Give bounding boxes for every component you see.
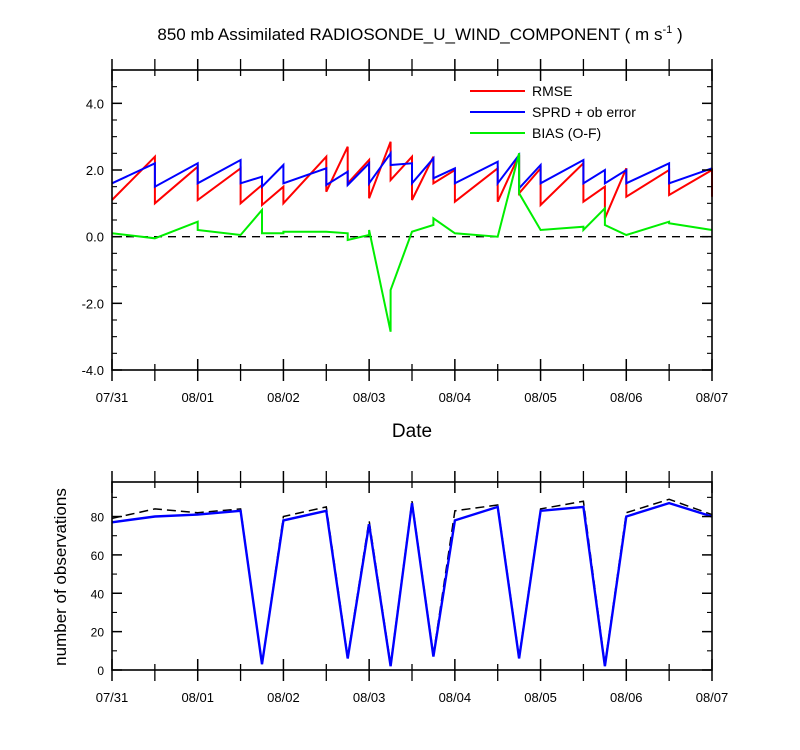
y-tick-label: 2.0 <box>86 163 104 178</box>
series-line-possible-observations <box>111 498 713 665</box>
chart-title-suffix: ) <box>672 25 682 44</box>
legend-label-sprd: SPRD + ob error <box>532 104 636 120</box>
x-tick-label: 08/03 <box>353 690 386 705</box>
x-tick-label: 07/31 <box>96 390 129 405</box>
y-tick-label: 0.0 <box>86 230 104 245</box>
y-tick-label: 60 <box>91 549 105 563</box>
x-tick-label: 08/07 <box>696 690 729 705</box>
x-tick-label: 08/03 <box>353 390 386 405</box>
legend: RMSE SPRD + ob error BIAS (O-F) <box>470 83 636 141</box>
series-line-sprd-ob-error <box>111 150 713 191</box>
series-line-bias-o-f <box>111 153 713 332</box>
x-tick-label: 08/04 <box>439 390 472 405</box>
x-tick-label: 08/06 <box>610 390 643 405</box>
chart-title-main: 850 mb Assimilated RADIOSONDE_U_WIND_COM… <box>157 25 662 44</box>
y-tick-label: 0 <box>97 664 104 678</box>
legend-label-bias: BIAS (O-F) <box>532 125 601 141</box>
chart-title: 850 mb Assimilated RADIOSONDE_U_WIND_COM… <box>157 24 682 44</box>
x-tick-label: 08/01 <box>181 690 214 705</box>
y-tick-label: 4.0 <box>86 96 104 111</box>
y-tick-label: 80 <box>91 511 105 525</box>
y-tick-label: -2.0 <box>82 296 104 311</box>
top-series-group <box>111 141 713 332</box>
x-tick-label: 08/02 <box>267 690 300 705</box>
top-ticks: 07/31 08/01 08/02 08/03 08/04 08/05 08/06 08/07… <box>82 59 729 405</box>
x-tick-label: 08/01 <box>181 390 214 405</box>
y-tick-label: -4.0 <box>82 363 104 378</box>
y-tick-label: 40 <box>91 587 105 601</box>
top-panel: 850 mb Assimilated RADIOSONDE_U_WIND_COM… <box>82 24 729 442</box>
bottom-ticks: 07/31 08/01 08/02 08/03 08/04 08/05 08/06 08/07… <box>91 471 729 705</box>
y-tick-label: 20 <box>91 626 105 640</box>
x-tick-label: 08/05 <box>524 390 557 405</box>
series-line-assimilated-observations <box>111 501 713 667</box>
bottom-series-group <box>111 498 713 667</box>
legend-label-rmse: RMSE <box>532 83 572 99</box>
x-tick-label: 08/07 <box>696 390 729 405</box>
chart-title-superscript: -1 <box>662 24 672 36</box>
x-tick-label: 08/06 <box>610 690 643 705</box>
y-axis-label: number of observations <box>51 488 70 666</box>
series-line-rmse <box>111 141 713 219</box>
x-tick-label: 07/31 <box>96 690 129 705</box>
x-tick-label: 08/05 <box>524 690 557 705</box>
x-tick-label: 08/02 <box>267 390 300 405</box>
x-axis-label: Date <box>392 421 432 442</box>
x-tick-label: 08/04 <box>439 690 472 705</box>
bottom-panel: 07/31 08/01 08/02 08/03 08/04 08/05 08/06 08/07… <box>51 471 728 705</box>
